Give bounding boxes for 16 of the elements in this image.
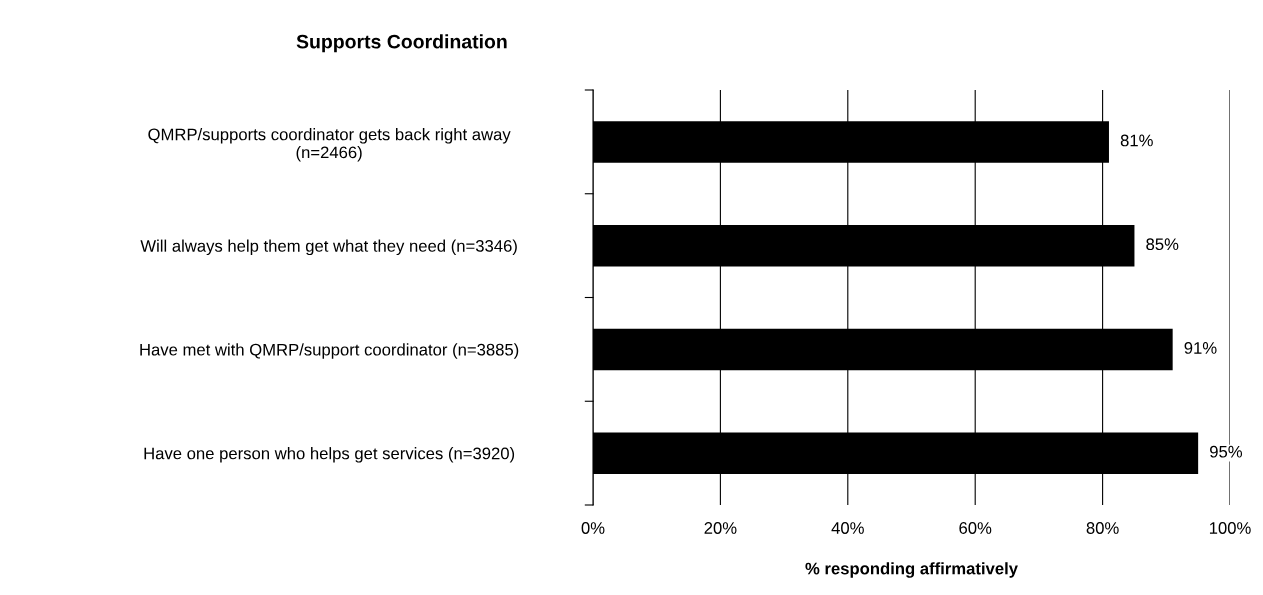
x-tick-label: 80%	[1086, 522, 1119, 534]
x-axis-title: % responding affirmatively	[805, 562, 1018, 578]
x-tick-label: 60%	[959, 522, 992, 534]
text: Supports Coordination	[296, 34, 507, 53]
y-tick-label: Will always help them get what they need (n=3346)	[140, 239, 517, 256]
x-tick-label: 20%	[704, 522, 737, 534]
data-label: 95%	[1210, 445, 1243, 458]
y-tick-label: Have one person who helps get services (n=3920)	[144, 447, 515, 463]
y-tick-label: Have met with QMRP/support coordinator (n=3885)	[140, 343, 519, 359]
x-tick-label: 0%	[581, 522, 605, 534]
y-tick-label: QMRP/supports coordinator gets back right away (n=2466)	[148, 128, 511, 162]
x-tick-label: 100%	[1209, 522, 1251, 534]
data-label: 81%	[1120, 134, 1153, 147]
x-tick-label: 40%	[831, 522, 864, 534]
data-label: 85%	[1146, 238, 1179, 251]
data-label: 91%	[1184, 342, 1217, 354]
